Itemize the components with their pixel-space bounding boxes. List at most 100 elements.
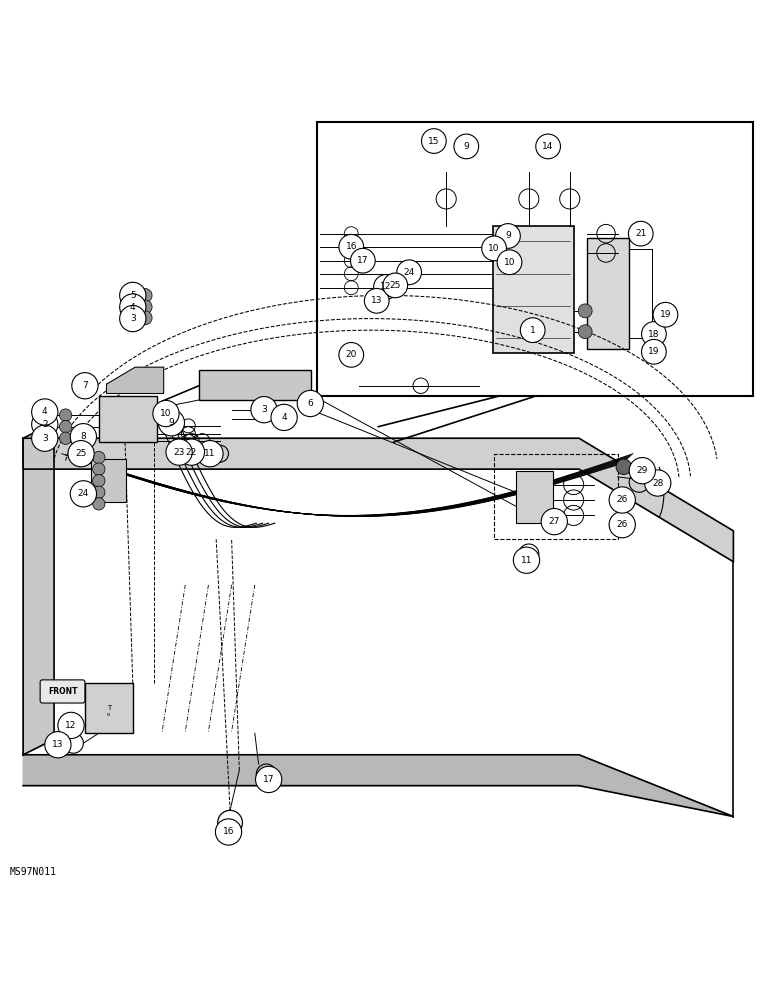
FancyBboxPatch shape [40, 680, 85, 703]
Text: 25: 25 [76, 449, 86, 458]
Circle shape [454, 134, 479, 159]
Circle shape [497, 250, 522, 275]
Circle shape [120, 305, 146, 332]
Circle shape [496, 224, 520, 248]
Circle shape [251, 397, 277, 423]
Text: 10: 10 [161, 409, 171, 418]
Circle shape [609, 512, 635, 538]
Text: 15: 15 [428, 137, 439, 146]
Circle shape [45, 732, 71, 758]
Circle shape [93, 486, 105, 498]
Text: 12: 12 [381, 282, 391, 291]
Circle shape [578, 304, 592, 318]
Circle shape [138, 300, 152, 314]
Circle shape [215, 819, 242, 845]
Bar [493, 226, 574, 353]
Bar [317, 122, 753, 396]
Circle shape [642, 339, 666, 364]
Text: 21: 21 [635, 229, 646, 238]
Text: 10: 10 [504, 258, 515, 267]
Text: 8: 8 [80, 432, 86, 441]
Text: 4: 4 [42, 407, 48, 416]
Text: 17: 17 [357, 256, 368, 265]
Text: 11: 11 [205, 449, 215, 458]
Circle shape [578, 325, 592, 339]
Text: 26: 26 [617, 495, 628, 504]
Text: 3: 3 [261, 405, 267, 414]
Text: T: T [107, 705, 111, 711]
Circle shape [120, 282, 146, 309]
Text: 24: 24 [404, 268, 415, 277]
Circle shape [93, 463, 105, 475]
Text: 16: 16 [223, 827, 234, 836]
Circle shape [178, 439, 205, 465]
Text: 12: 12 [66, 721, 76, 730]
Text: 9: 9 [463, 142, 469, 151]
Circle shape [197, 441, 223, 467]
Circle shape [645, 470, 671, 496]
Text: 2: 2 [42, 420, 48, 429]
Circle shape [70, 424, 96, 450]
Text: 6: 6 [307, 399, 313, 408]
Text: 17: 17 [263, 775, 274, 784]
Text: 29: 29 [637, 466, 648, 475]
Text: 5: 5 [130, 291, 136, 300]
Text: MS97N011: MS97N011 [9, 867, 56, 877]
Text: 27: 27 [549, 517, 560, 526]
Circle shape [628, 221, 653, 246]
Text: 10: 10 [489, 244, 499, 253]
Circle shape [59, 409, 72, 421]
Circle shape [541, 508, 567, 535]
Circle shape [72, 373, 98, 399]
Circle shape [68, 441, 94, 467]
Text: FRONT: FRONT [48, 687, 77, 696]
Circle shape [93, 451, 105, 464]
Circle shape [536, 134, 560, 159]
Text: 4: 4 [130, 303, 136, 312]
Circle shape [616, 459, 631, 475]
Circle shape [339, 234, 364, 259]
Circle shape [166, 439, 192, 465]
Bar [91, 459, 126, 502]
Text: 14: 14 [543, 142, 554, 151]
Text: 19: 19 [660, 310, 671, 319]
Text: 28: 28 [652, 479, 663, 488]
Circle shape [520, 318, 545, 343]
Circle shape [93, 475, 105, 487]
Circle shape [482, 236, 506, 261]
Circle shape [59, 432, 72, 444]
Circle shape [642, 322, 666, 346]
Circle shape [256, 766, 282, 793]
Circle shape [383, 273, 408, 298]
Text: 19: 19 [648, 347, 659, 356]
Circle shape [32, 399, 58, 425]
Polygon shape [107, 367, 164, 393]
Text: 13: 13 [52, 740, 63, 749]
Circle shape [374, 275, 398, 299]
Circle shape [350, 248, 375, 273]
Circle shape [271, 404, 297, 431]
Polygon shape [23, 755, 733, 817]
Text: 9: 9 [505, 231, 511, 240]
Bar [99, 396, 157, 442]
Circle shape [59, 420, 72, 433]
Polygon shape [23, 423, 54, 755]
Circle shape [58, 712, 84, 739]
Text: 20: 20 [346, 350, 357, 359]
Text: 7: 7 [82, 381, 88, 390]
Circle shape [397, 260, 422, 285]
Polygon shape [23, 438, 733, 562]
Text: 9: 9 [168, 418, 174, 427]
Circle shape [629, 458, 655, 484]
Text: 25: 25 [390, 281, 401, 290]
Text: 16: 16 [346, 242, 357, 251]
Bar [516, 471, 553, 523]
Text: 22: 22 [186, 448, 197, 457]
Text: 11: 11 [521, 556, 532, 565]
Circle shape [138, 311, 152, 325]
Circle shape [158, 410, 185, 436]
Text: 23: 23 [174, 448, 185, 457]
Text: 3: 3 [130, 314, 136, 323]
Circle shape [32, 425, 58, 451]
Circle shape [422, 129, 446, 153]
